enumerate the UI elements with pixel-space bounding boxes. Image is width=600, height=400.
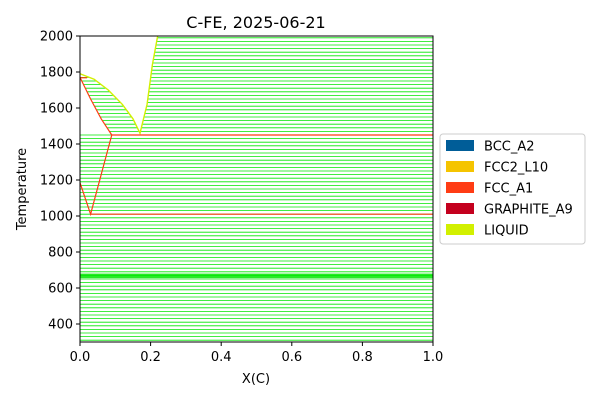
legend-frame [439,133,586,245]
legend-label: FCC2_L10 [484,161,548,176]
legend: BCC_A2 FCC2_L10 FCC_A1 GRAPHITE_A9 LIQUID [439,133,586,245]
x-tick-label: 1.0 [423,350,444,365]
dense-tie-line-band [80,273,433,279]
phase-boundary-liquid [80,36,159,136]
legend-swatch [446,224,474,235]
legend-label: FCC_A1 [484,182,533,197]
y-tick-label: 1400 [40,138,73,153]
y-tick-label: 1200 [40,174,73,189]
y-tick-label: 1000 [40,210,73,225]
x-tick-label: 0.4 [211,350,232,365]
legend-swatch [446,203,474,214]
legend-label: LIQUID [484,224,529,239]
chart-title: C-FE, 2025-06-21 [186,13,325,32]
legend-label: BCC_A2 [484,140,535,155]
y-tick-label: 400 [48,318,73,333]
y-tick-label: 800 [48,246,73,261]
y-axis-label: Temperature [15,148,30,231]
y-tick-label: 1600 [40,102,73,117]
legend-swatch [446,182,474,193]
legend-swatch [446,161,474,172]
x-tick-label: 0.6 [281,350,302,365]
plot-frame [79,35,434,343]
phase-boundary-fcc-a1 [80,77,113,136]
x-tick-label: 0.0 [70,350,91,365]
x-tick-label: 0.8 [352,350,373,365]
y-tick-label: 1800 [40,66,73,81]
x-axis-label: X(C) [242,372,270,387]
x-tick-label: 0.2 [140,350,161,365]
y-tick-label: 600 [48,282,73,297]
y-axis-ticks: 400 600 800 1000 1200 1400 1600 1800 2000 [40,30,80,333]
x-axis-ticks: 0.0 0.2 0.4 0.6 0.8 1.0 [70,342,444,365]
y-tick-label: 2000 [40,30,73,45]
legend-swatch [446,140,474,151]
phase-boundaries [80,36,433,217]
legend-label: GRAPHITE_A9 [484,203,573,218]
